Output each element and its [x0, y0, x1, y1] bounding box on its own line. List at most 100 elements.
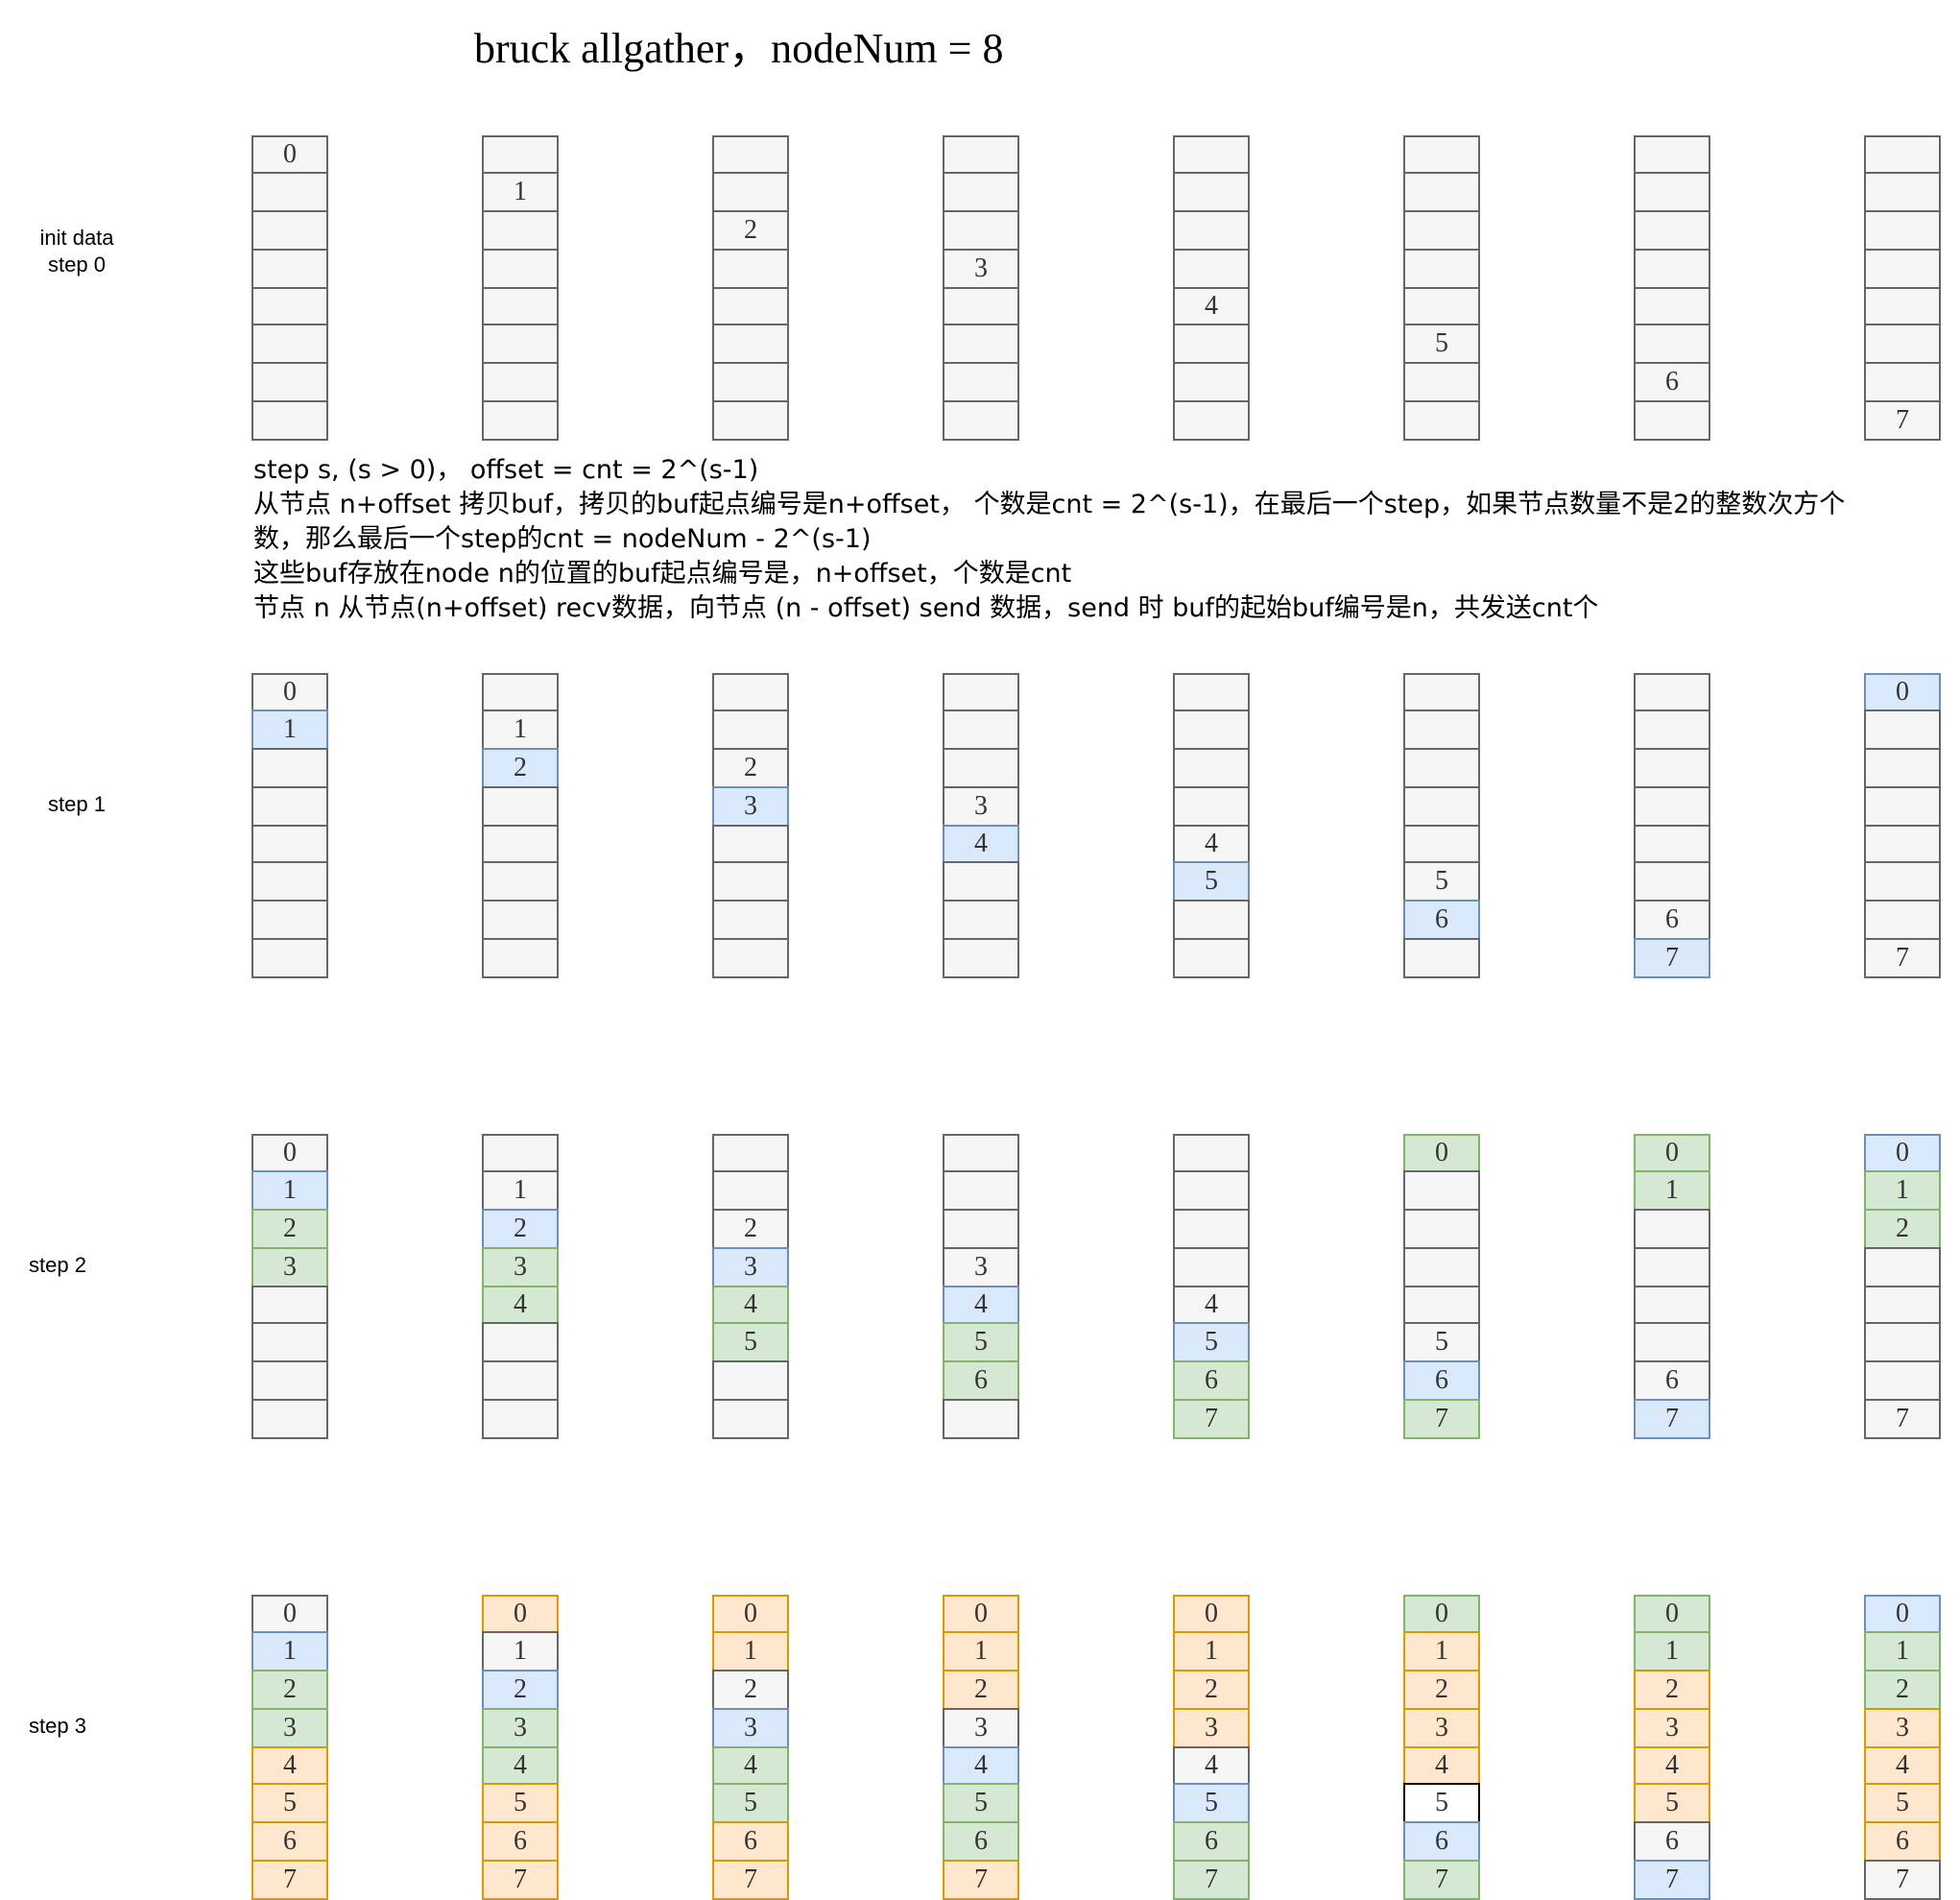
buffer-cell: [1864, 861, 1941, 902]
buffer-cell: 5: [1403, 861, 1480, 902]
buffer-cell: 0: [1634, 1134, 1710, 1172]
buffer-cell: [482, 900, 559, 940]
buffer-cell: 3: [482, 1708, 559, 1748]
buffer-cell: 7: [1634, 1860, 1710, 1900]
buffer-cell: [1634, 1322, 1710, 1362]
buffer-cell: [943, 210, 1019, 251]
buffer-cell: [943, 861, 1019, 902]
buffer-cell: [712, 825, 789, 863]
buffer-cell: [1403, 135, 1480, 174]
buffer-cell: 0: [712, 1595, 789, 1633]
buffer-cell: [1403, 786, 1480, 827]
buffer-cell: [1634, 210, 1710, 251]
buffer-cell: [1173, 210, 1250, 251]
buffer-cell: 3: [251, 1708, 328, 1748]
buffer-cell: 4: [712, 1286, 789, 1324]
buffer-cell: 3: [943, 249, 1019, 289]
node-3-buffer-step-0: 3: [943, 135, 1019, 441]
buffer-cell: [1634, 1286, 1710, 1324]
buffer-cell: [1634, 287, 1710, 325]
buffer-cell: 7: [1864, 400, 1941, 441]
buffer-cell: [1634, 861, 1710, 902]
buffer-cell: 5: [251, 1783, 328, 1823]
buffer-cell: [482, 861, 559, 902]
buffer-cell: [482, 938, 559, 978]
buffer-cell: [251, 900, 328, 940]
buffer-cell: [1173, 938, 1250, 978]
buffer-cell: 5: [943, 1322, 1019, 1362]
buffer-cell: [1403, 748, 1480, 788]
buffer-cell: [1173, 1170, 1250, 1211]
node-5-buffer-step-0: 5: [1403, 135, 1480, 441]
buffer-cell: 3: [1634, 1708, 1710, 1748]
node-4-buffer-step-0: 4: [1173, 135, 1250, 441]
buffer-cell: 6: [1173, 1821, 1250, 1862]
buffer-cell: [1634, 1209, 1710, 1249]
buffer-cell: 0: [1403, 1134, 1480, 1172]
buffer-cell: [482, 786, 559, 827]
buffer-cell: 3: [943, 786, 1019, 827]
buffer-cell: [1403, 709, 1480, 750]
description-line-5: 节点 n 从节点(n+offset) recv数据，向节点 (n - offse…: [253, 593, 1599, 623]
buffer-cell: [1403, 673, 1480, 711]
buffer-cell: 3: [1173, 1708, 1250, 1748]
buffer-cell: 7: [712, 1860, 789, 1900]
buffer-cell: [251, 1286, 328, 1324]
buffer-cell: [482, 673, 559, 711]
buffer-cell: [251, 172, 328, 212]
buffer-cell: [712, 362, 789, 402]
buffer-cell: 6: [251, 1821, 328, 1862]
buffer-cell: [251, 400, 328, 441]
buffer-cell: [1634, 249, 1710, 289]
buffer-cell: [1864, 1286, 1941, 1324]
buffer-cell: 4: [943, 825, 1019, 863]
buffer-cell: [712, 938, 789, 978]
buffer-cell: 4: [943, 1286, 1019, 1324]
buffer-cell: [943, 938, 1019, 978]
buffer-cell: [1634, 1247, 1710, 1287]
buffer-cell: 0: [1634, 1595, 1710, 1633]
buffer-cell: 6: [1173, 1360, 1250, 1401]
buffer-cell: [1173, 900, 1250, 940]
step-1-label: step 1: [29, 791, 125, 818]
buffer-cell: [943, 748, 1019, 788]
buffer-cell: 1: [482, 709, 559, 750]
buffer-cell: 2: [482, 1670, 559, 1710]
step-0-label: init data step 0: [29, 225, 125, 278]
buffer-cell: 5: [1403, 1322, 1480, 1362]
buffer-cell: 4: [1173, 287, 1250, 325]
buffer-cell: 6: [1864, 1821, 1941, 1862]
buffer-cell: 2: [943, 1670, 1019, 1710]
buffer-cell: [1173, 400, 1250, 441]
buffer-cell: 7: [1403, 1399, 1480, 1439]
buffer-cell: 6: [943, 1821, 1019, 1862]
step-3-label: step 3: [10, 1713, 106, 1740]
buffer-cell: 3: [712, 786, 789, 827]
buffer-cell: [943, 287, 1019, 325]
buffer-cell: 5: [1173, 1783, 1250, 1823]
step-3-label-line-1: step 3: [29, 1714, 86, 1738]
buffer-cell: [712, 1170, 789, 1211]
buffer-cell: 6: [482, 1821, 559, 1862]
buffer-cell: [712, 400, 789, 441]
buffer-cell: [1634, 400, 1710, 441]
buffer-cell: 5: [1864, 1783, 1941, 1823]
step-0-label-line-1: init data: [39, 226, 114, 250]
buffer-cell: 4: [482, 1746, 559, 1785]
buffer-cell: 2: [712, 210, 789, 251]
buffer-cell: 4: [943, 1746, 1019, 1785]
buffer-cell: [712, 1134, 789, 1172]
buffer-cell: 7: [1864, 938, 1941, 978]
buffer-cell: 4: [1173, 825, 1250, 863]
